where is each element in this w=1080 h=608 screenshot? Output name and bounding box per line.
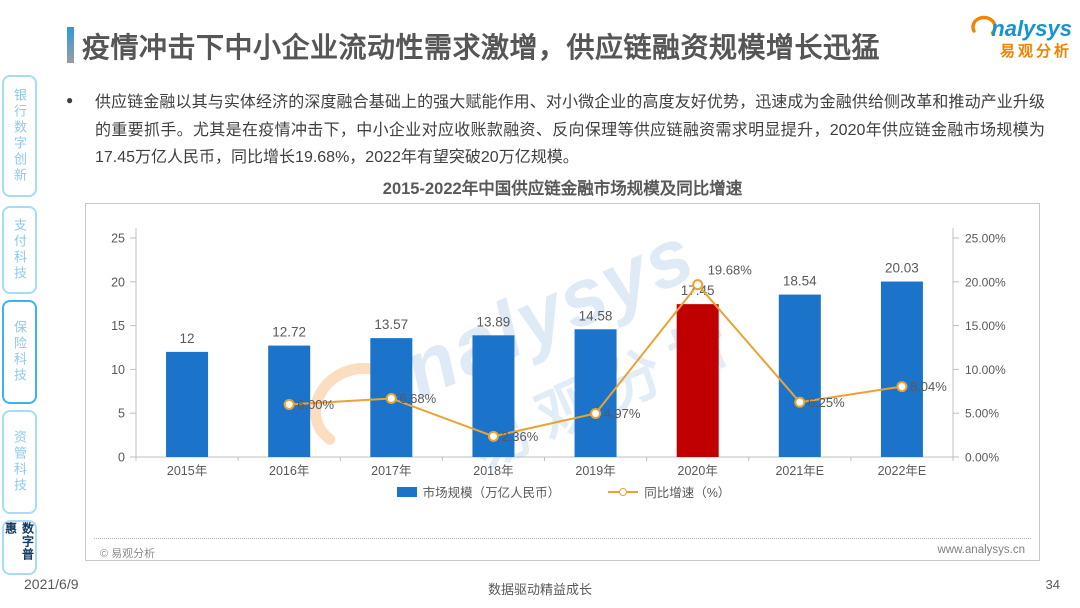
svg-text:6.25%: 6.25% bbox=[808, 395, 845, 410]
svg-text:2015年: 2015年 bbox=[167, 464, 207, 478]
legend-line-swatch-icon bbox=[608, 487, 639, 497]
panel-divider bbox=[94, 538, 1031, 539]
svg-text:2017年: 2017年 bbox=[371, 464, 411, 478]
summary-paragraph: 供应链金融以其与实体经济的深度融合基础上的强大赋能作用、对小微企业的高度友好优势… bbox=[95, 94, 1045, 166]
title-accent-bar bbox=[67, 27, 74, 63]
legend-bar-label: 市场规模（万亿人民币） bbox=[422, 486, 561, 500]
legend-bar-swatch-icon bbox=[396, 486, 417, 497]
svg-text:5: 5 bbox=[118, 407, 125, 421]
chart-title: 2015-2022年中国供应链金融市场规模及同比增速 bbox=[382, 180, 743, 198]
svg-text:20.03: 20.03 bbox=[885, 261, 919, 276]
bullet-icon: ● bbox=[66, 93, 74, 107]
sidebar-item-banking-digital-innovation[interactable]: 银行数字创新 bbox=[2, 75, 37, 197]
svg-text:14.58: 14.58 bbox=[579, 308, 613, 323]
chart-website: www.analysys.cn bbox=[937, 544, 1025, 556]
footer-page-number: 34 bbox=[1045, 577, 1060, 592]
analysys-swoosh-icon bbox=[968, 10, 998, 42]
legend-item-market-size: 市场规模（万亿人民币） bbox=[396, 482, 561, 501]
svg-text:13.57: 13.57 bbox=[374, 317, 408, 332]
svg-text:6.68%: 6.68% bbox=[399, 391, 436, 406]
analysys-logo: nalysys 易观分析 bbox=[922, 10, 1072, 61]
svg-text:20: 20 bbox=[111, 275, 125, 289]
svg-text:15: 15 bbox=[111, 319, 125, 333]
chart-legend: 市场规模（万亿人民币） 同比增速（%） bbox=[86, 482, 1041, 501]
svg-text:4.97%: 4.97% bbox=[604, 406, 641, 421]
svg-text:20.00%: 20.00% bbox=[965, 275, 1006, 289]
sidebar-item-digital-inclusion[interactable]: 数字普惠 bbox=[2, 520, 37, 575]
svg-text:2021年E: 2021年E bbox=[775, 464, 824, 478]
chart-panel: nalysys 易观分析 252015105025.00%20.00%15.00… bbox=[85, 203, 1040, 561]
svg-text:2016年: 2016年 bbox=[269, 464, 309, 478]
svg-text:2019年: 2019年 bbox=[575, 464, 615, 478]
svg-text:10.00%: 10.00% bbox=[965, 363, 1006, 377]
footer-slogan: 数据驱动精益成长 bbox=[487, 582, 592, 597]
legend-line-label: 同比增速（%） bbox=[644, 486, 731, 500]
sidebar-item-asset-management-tech[interactable]: 资管科技 bbox=[2, 410, 37, 514]
svg-text:25.00%: 25.00% bbox=[965, 232, 1006, 246]
svg-text:5.00%: 5.00% bbox=[965, 407, 999, 421]
footer-date: 2021/6/9 bbox=[24, 576, 79, 592]
svg-text:8.04%: 8.04% bbox=[910, 379, 947, 394]
svg-text:2020年: 2020年 bbox=[678, 464, 718, 478]
chart-copyright: © 易观分析 bbox=[100, 548, 156, 560]
svg-text:19.68%: 19.68% bbox=[708, 263, 753, 278]
svg-text:15.00%: 15.00% bbox=[965, 319, 1006, 333]
logo-brand-text: nalysys bbox=[991, 16, 1072, 41]
svg-text:2018年: 2018年 bbox=[473, 464, 513, 478]
page-title: 疫情冲击下中小企业流动性需求激增，供应链融资规模增长迅猛 bbox=[82, 32, 881, 63]
svg-text:0.00%: 0.00% bbox=[965, 451, 999, 465]
market-size-growth-chart: 25 20 15 10 5 0 25.00% 20.00% 15.00% 10.00% 5.00% 0… bbox=[111, 228, 1006, 478]
svg-text:12: 12 bbox=[180, 331, 195, 346]
logo-brand-cn: 易观分析 bbox=[999, 43, 1072, 60]
sidebar-item-insurance-tech[interactable]: 保险科技 bbox=[2, 300, 37, 404]
svg-text:6.00%: 6.00% bbox=[297, 397, 334, 412]
svg-text:10: 10 bbox=[111, 363, 125, 377]
svg-text:13.89: 13.89 bbox=[477, 314, 511, 329]
svg-text:2022年E: 2022年E bbox=[878, 464, 927, 478]
svg-text:18.54: 18.54 bbox=[783, 274, 817, 289]
svg-text:12.72: 12.72 bbox=[272, 325, 306, 340]
svg-text:2.36%: 2.36% bbox=[501, 429, 538, 444]
svg-text:25: 25 bbox=[111, 232, 125, 246]
sidebar-item-payment-tech[interactable]: 支付科技 bbox=[2, 206, 37, 294]
svg-text:0: 0 bbox=[118, 451, 125, 465]
legend-item-growth-rate: 同比增速（%） bbox=[608, 482, 730, 501]
